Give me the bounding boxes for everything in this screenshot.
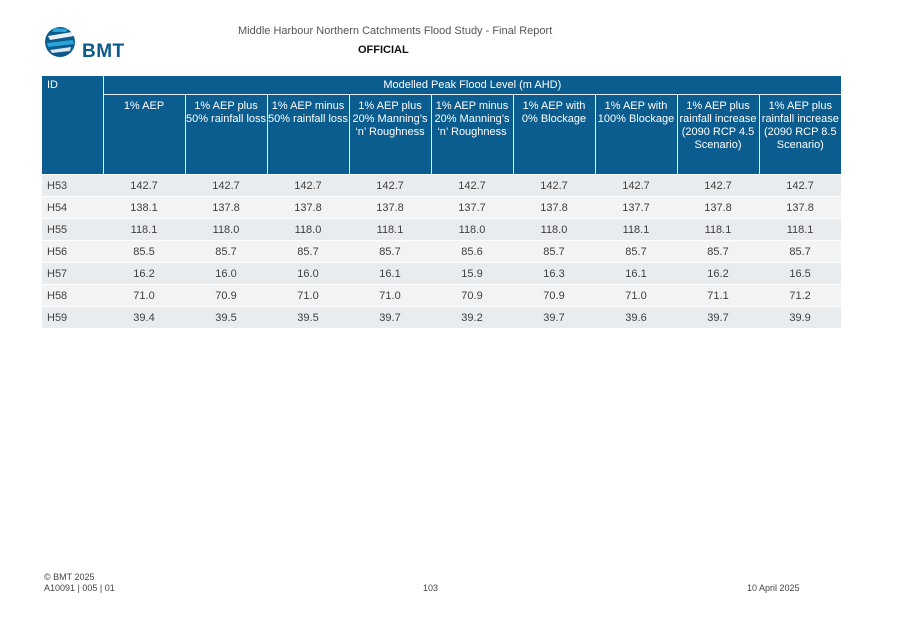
column-header: 1% AEP plus 20% Manning’s ‘n’ Roughness	[348, 94, 431, 175]
value-cell: 16.0	[267, 262, 349, 285]
value-cell: 142.7	[595, 174, 677, 197]
column-header: 1% AEP minus 20% Manning’s ‘n’ Roughness	[430, 94, 513, 175]
value-cell: 118.1	[349, 218, 431, 241]
value-cell: 138.1	[103, 196, 185, 219]
column-header: 1% AEP	[102, 94, 185, 175]
value-cell: 142.7	[267, 174, 349, 197]
value-cell: 118.0	[267, 218, 349, 241]
value-cell: 85.6	[431, 240, 513, 263]
row-id-cell: H56	[42, 240, 103, 263]
row-id-cell: H59	[42, 306, 103, 328]
value-cell: 118.0	[513, 218, 595, 241]
value-cell: 85.7	[349, 240, 431, 263]
footer-doc-ref: A10091 | 005 | 01	[44, 583, 115, 593]
value-cell: 137.8	[759, 196, 842, 219]
value-cell: 137.8	[267, 196, 349, 219]
document-title: Middle Harbour Northern Catchments Flood…	[238, 25, 553, 37]
value-cell: 71.1	[677, 284, 759, 307]
value-cell: 118.1	[595, 218, 677, 241]
group-header: Modelled Peak Flood Level (m AHD)	[103, 76, 842, 95]
value-cell: 16.1	[349, 262, 431, 285]
id-header-spacer	[42, 94, 104, 175]
value-cell: 137.8	[349, 196, 431, 219]
value-cell: 85.7	[185, 240, 267, 263]
value-cell: 142.7	[349, 174, 431, 197]
value-cell: 39.4	[103, 306, 185, 328]
value-cell: 85.7	[677, 240, 759, 263]
table-row: H53 142.7 142.7 142.7 142.7 142.7 142.7 142.7 14…	[42, 174, 842, 197]
value-cell: 39.9	[759, 306, 842, 328]
value-cell: 70.9	[185, 284, 267, 307]
value-cell: 142.7	[677, 174, 759, 197]
footer-date: 10 April 2025	[747, 583, 800, 593]
column-header: 1% AEP plus rainfall increase (2090 RCP …	[676, 94, 759, 175]
value-cell: 16.2	[677, 262, 759, 285]
value-cell: 39.7	[513, 306, 595, 328]
table-row: H54 138.1 137.8 137.8 137.8 137.7 137.8 137.7 13…	[42, 196, 842, 219]
page-number: 103	[423, 583, 439, 593]
value-cell: 39.6	[595, 306, 677, 328]
footer-copyright: © BMT 2025	[44, 572, 95, 582]
value-cell: 137.8	[513, 196, 595, 219]
value-cell: 142.7	[431, 174, 513, 197]
value-cell: 15.9	[431, 262, 513, 285]
value-cell: 118.1	[677, 218, 759, 241]
logo-text: BMT	[82, 41, 125, 62]
footer-left: © BMT 2025 A10091 | 005 | 01	[44, 572, 115, 594]
value-cell: 70.9	[431, 284, 513, 307]
value-cell: 71.0	[267, 284, 349, 307]
value-cell: 118.1	[103, 218, 185, 241]
value-cell: 142.7	[513, 174, 595, 197]
table-row: H58 71.0 70.9 71.0 71.0 70.9 70.9 71.0 71.1 71.2	[42, 284, 842, 307]
value-cell: 16.1	[595, 262, 677, 285]
value-cell: 142.7	[759, 174, 842, 197]
table-row: H59 39.4 39.5 39.5 39.7 39.2 39.7 39.6 39.7 39.9	[42, 306, 842, 328]
value-cell: 16.5	[759, 262, 842, 285]
value-cell: 85.7	[513, 240, 595, 263]
value-cell: 39.2	[431, 306, 513, 328]
value-cell: 16.3	[513, 262, 595, 285]
value-cell: 142.7	[185, 174, 267, 197]
value-cell: 85.7	[595, 240, 677, 263]
value-cell: 85.7	[759, 240, 842, 263]
id-column-header: ID	[42, 76, 104, 95]
value-cell: 118.0	[185, 218, 267, 241]
value-cell: 118.1	[759, 218, 842, 241]
row-id-cell: H54	[42, 196, 103, 219]
table-row: H57 16.2 16.0 16.0 16.1 15.9 16.3 16.1 16.2 16.5	[42, 262, 842, 285]
value-cell: 85.7	[267, 240, 349, 263]
value-cell: 137.7	[595, 196, 677, 219]
value-cell: 70.9	[513, 284, 595, 307]
table-row: H56 85.5 85.7 85.7 85.7 85.6 85.7 85.7 85.7 85.7	[42, 240, 842, 263]
value-cell: 137.7	[431, 196, 513, 219]
value-cell: 39.7	[677, 306, 759, 328]
table-row: H55 118.1 118.0 118.0 118.1 118.0 118.0 118.1 11…	[42, 218, 842, 241]
value-cell: 16.0	[185, 262, 267, 285]
column-header: 1% AEP with 0% Blockage	[512, 94, 595, 175]
column-header: 1% AEP with 100% Blockage	[594, 94, 677, 175]
flood-level-table: ID Modelled Peak Flood Level (m AHD) 1% …	[42, 76, 842, 328]
value-cell: 137.8	[185, 196, 267, 219]
value-cell: 39.7	[349, 306, 431, 328]
column-header: 1% AEP minus 50% rainfall loss	[266, 94, 349, 175]
row-id-cell: H53	[42, 174, 103, 197]
column-header: 1% AEP plus rainfall increase (2090 RCP …	[758, 94, 842, 175]
row-id-cell: H58	[42, 284, 103, 307]
value-cell: 85.5	[103, 240, 185, 263]
value-cell: 39.5	[185, 306, 267, 328]
value-cell: 71.2	[759, 284, 842, 307]
row-id-cell: H55	[42, 218, 103, 241]
value-cell: 71.0	[103, 284, 185, 307]
value-cell: 118.0	[431, 218, 513, 241]
value-cell: 71.0	[595, 284, 677, 307]
bmt-logo-icon	[45, 27, 75, 57]
column-header: 1% AEP plus 50% rainfall loss	[184, 94, 267, 175]
row-id-cell: H57	[42, 262, 103, 285]
value-cell: 71.0	[349, 284, 431, 307]
value-cell: 142.7	[103, 174, 185, 197]
classification-label: OFFICIAL	[358, 44, 409, 56]
value-cell: 16.2	[103, 262, 185, 285]
value-cell: 137.8	[677, 196, 759, 219]
value-cell: 39.5	[267, 306, 349, 328]
